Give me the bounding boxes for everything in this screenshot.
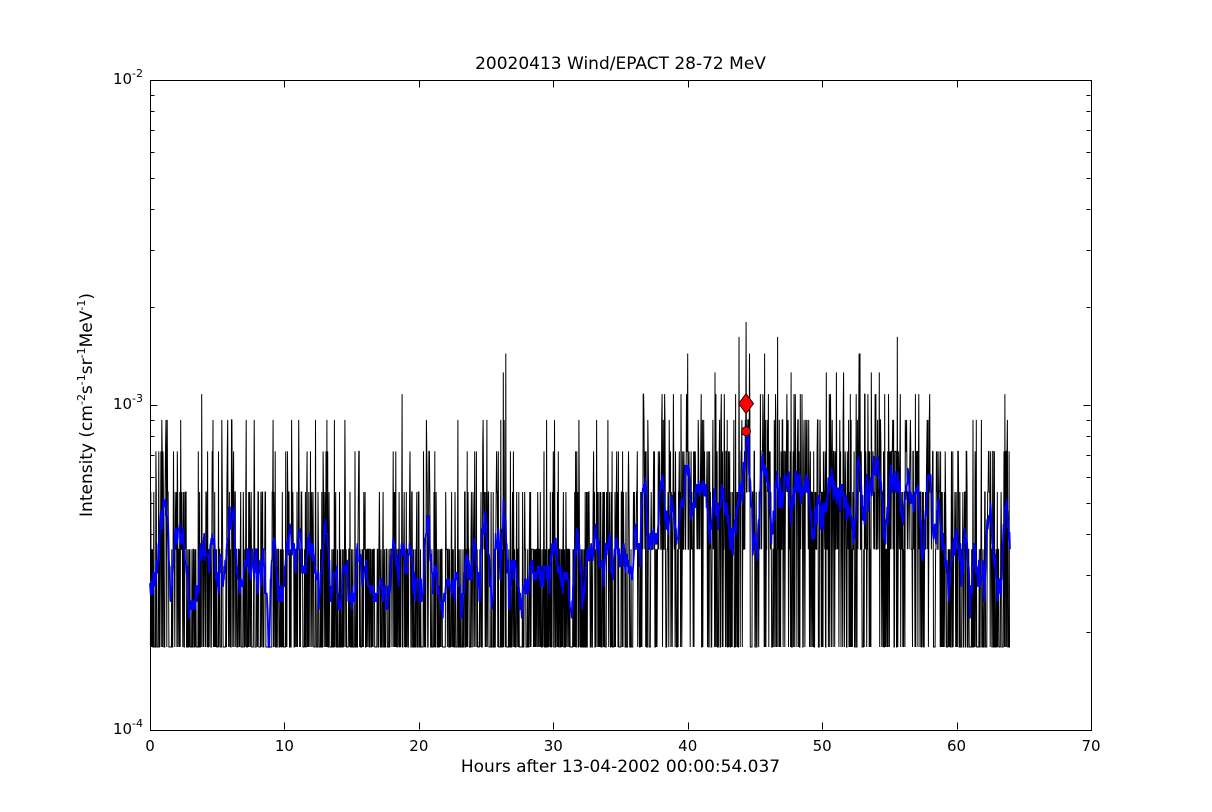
event-marker-diamond: [738, 392, 755, 415]
x-tick-label: 10: [275, 737, 294, 755]
x-axis-label: Hours after 13-04-2002 00:00:54.037: [460, 757, 781, 777]
y-tick-label: 10-3: [113, 392, 143, 413]
x-tick-label: 0: [145, 737, 155, 755]
smoothed-intensity-series: [149, 425, 1011, 648]
y-tick-exponent: -3: [132, 392, 143, 405]
x-tick-label: 30: [544, 737, 563, 755]
x-tick-label: 20: [409, 737, 428, 755]
x-tick-label: 50: [813, 737, 832, 755]
y-tick-label: 10-4: [113, 717, 143, 738]
x-tick-label: 70: [1081, 737, 1100, 755]
chart-title: 20020413 Wind/EPACT 28-72 MeV: [475, 54, 766, 74]
y-tick-label: 10-2: [113, 67, 143, 88]
y-tick-exponent: -2: [132, 67, 143, 80]
x-tick-label: 60: [947, 737, 966, 755]
event-marker-circle: [741, 426, 751, 437]
x-tick-label: 40: [678, 737, 697, 755]
y-tick-exponent: -4: [132, 717, 143, 730]
